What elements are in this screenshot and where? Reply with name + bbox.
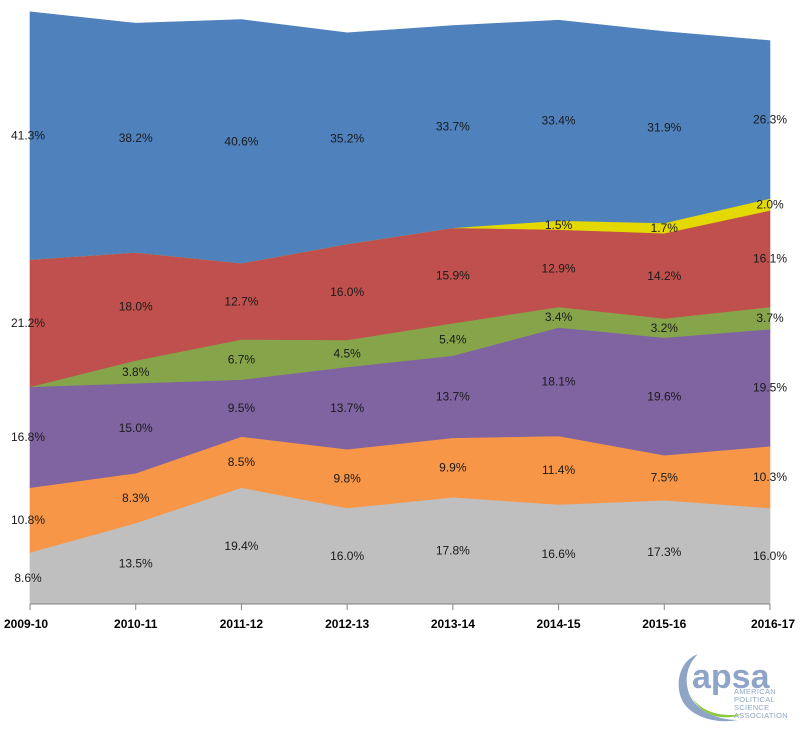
data-label: 31.9% — [647, 120, 681, 134]
data-label: 33.7% — [436, 120, 470, 134]
data-label: 5.4% — [439, 332, 467, 346]
data-label: 2.0% — [756, 197, 784, 211]
logo-line-4: ASSOCIATION — [734, 711, 788, 720]
data-label: 13.5% — [119, 557, 153, 571]
data-label: 9.9% — [439, 461, 467, 475]
x-tick-label: 2010-11 — [114, 617, 158, 631]
data-label: 12.9% — [542, 261, 576, 275]
data-label: 16.0% — [330, 285, 364, 299]
area-series-7 — [29, 11, 771, 264]
data-label: 7.5% — [651, 471, 679, 485]
x-tick-label: 2009-10 — [4, 617, 48, 631]
data-label: 9.8% — [333, 472, 361, 486]
logo-line-1: AMERICAN — [734, 687, 776, 696]
x-tick-label: 2016-17 — [751, 617, 795, 631]
data-label: 19.4% — [224, 539, 258, 553]
data-label: 19.6% — [647, 389, 681, 403]
data-label: 17.8% — [436, 544, 470, 558]
data-label: 15.9% — [436, 269, 470, 283]
data-label: 3.4% — [545, 310, 573, 324]
data-label: 8.5% — [228, 455, 256, 469]
data-label: 3.7% — [756, 311, 784, 325]
data-label: 13.7% — [436, 390, 470, 404]
data-label: 6.7% — [228, 353, 256, 367]
data-label: 35.2% — [330, 131, 364, 145]
chart-areas — [29, 11, 771, 605]
logo-swoosh-icon — [678, 654, 738, 722]
data-label: 8.3% — [122, 491, 150, 505]
data-label: 3.8% — [122, 365, 150, 379]
data-label: 4.5% — [333, 347, 361, 361]
x-axis: 2009-10 2010-11 2011-12 2012-13 2013-14 2014-… — [4, 603, 795, 631]
logo-word: apsa — [692, 658, 771, 696]
data-labels: 8.6% 13.5% 19.4% 16.0% 17.8% 16.6% 17.3% 16.0% 1… — [11, 113, 787, 586]
logo-line-3: SCIENCE — [734, 703, 769, 712]
x-tick-label: 2012-13 — [325, 617, 369, 631]
data-label: 18.0% — [119, 299, 153, 313]
data-label: 3.2% — [651, 321, 679, 335]
data-label: 10.8% — [11, 513, 45, 527]
data-label: 21.2% — [11, 316, 45, 330]
data-label: 16.0% — [753, 549, 787, 563]
x-tick-label: 2015-16 — [642, 617, 686, 631]
data-label: 15.0% — [119, 421, 153, 435]
apsa-logo: apsa AMERICAN POLITICAL SCIENCE ASSOCIAT… — [678, 654, 788, 722]
data-label: 16.1% — [753, 252, 787, 266]
logo-swoosh-accent-icon — [690, 694, 742, 718]
data-label: 1.5% — [545, 218, 573, 232]
data-label: 17.3% — [647, 545, 681, 559]
x-tick-label: 2011-12 — [220, 617, 264, 631]
data-label: 13.7% — [330, 401, 364, 415]
data-label: 8.6% — [14, 571, 42, 585]
data-label: 16.6% — [542, 547, 576, 561]
data-label: 40.6% — [224, 134, 258, 148]
data-label: 38.2% — [119, 131, 153, 145]
data-label: 16.0% — [330, 549, 364, 563]
data-label: 26.3% — [753, 113, 787, 127]
data-label: 1.7% — [651, 221, 679, 235]
data-label: 9.5% — [228, 401, 256, 415]
data-label: 14.2% — [647, 269, 681, 283]
data-label: 16.8% — [11, 430, 45, 444]
data-label: 33.4% — [542, 113, 576, 127]
data-label: 12.7% — [224, 294, 258, 308]
data-label: 11.4% — [542, 463, 575, 477]
data-label: 18.1% — [542, 375, 576, 389]
data-label: 41.3% — [11, 129, 45, 143]
data-label: 10.3% — [753, 470, 787, 484]
logo-line-2: POLITICAL — [734, 695, 775, 704]
x-tick-label: 2014-15 — [537, 617, 581, 631]
data-label: 19.5% — [753, 381, 787, 395]
x-tick-label: 2013-14 — [431, 617, 475, 631]
